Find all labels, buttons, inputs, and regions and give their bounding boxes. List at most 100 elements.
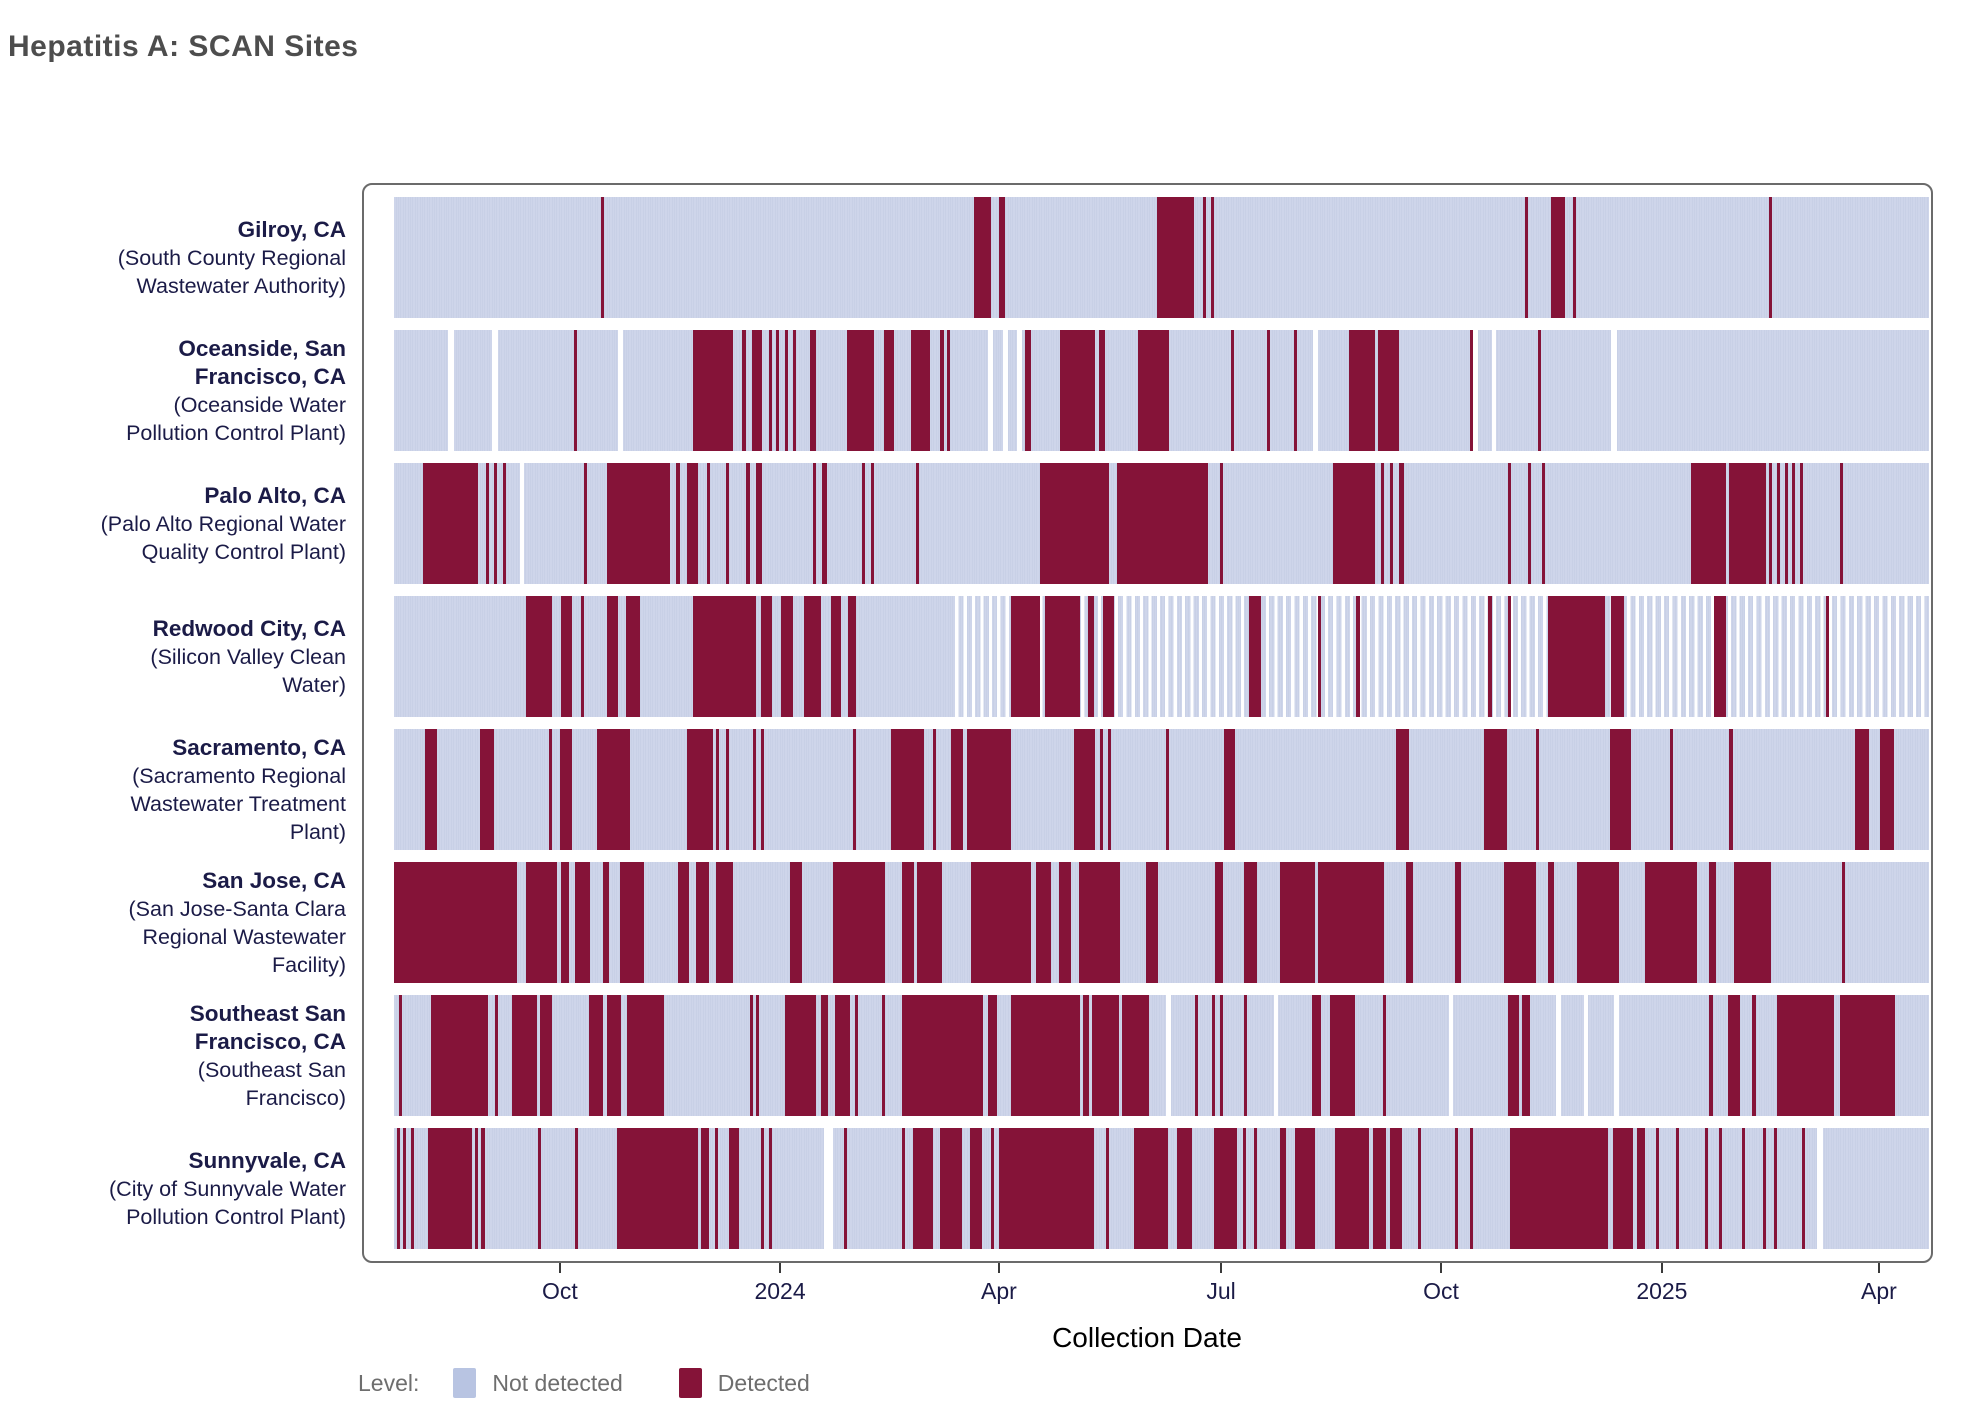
detected-run bbox=[493, 463, 497, 584]
site-label: San Jose, CA (San Jose-Santa Clara Regiona… bbox=[56, 862, 347, 983]
detected-run bbox=[677, 862, 689, 983]
x-axis-tick-label: 2025 bbox=[1636, 1278, 1688, 1304]
detected-run bbox=[1224, 729, 1236, 850]
detected-run bbox=[561, 862, 569, 983]
site-strip bbox=[394, 995, 1929, 1116]
site-label: Sacramento, CA (Sacramento Regional Wastew… bbox=[56, 729, 346, 850]
detected-run bbox=[1551, 197, 1566, 318]
detected-run bbox=[1219, 995, 1223, 1116]
detected-run bbox=[1669, 729, 1673, 850]
site-facility: (Oceanside Water Pollution Control Plant) bbox=[126, 392, 346, 445]
no-data-gap bbox=[492, 330, 499, 451]
detected-run bbox=[693, 596, 757, 717]
detected-run bbox=[833, 862, 886, 983]
detected-run bbox=[707, 463, 711, 584]
detected-run bbox=[1525, 197, 1529, 318]
detected-run bbox=[397, 1128, 401, 1249]
detected-run bbox=[1318, 596, 1322, 717]
detected-run bbox=[1483, 729, 1507, 850]
site-strip bbox=[394, 1128, 1929, 1249]
detected-run bbox=[1121, 995, 1150, 1116]
detected-run bbox=[1691, 463, 1727, 584]
site-facility: (Southeast San Francisco) bbox=[197, 1057, 346, 1110]
detected-run bbox=[991, 1128, 995, 1249]
no-data-gap bbox=[1313, 330, 1319, 451]
detected-run bbox=[1879, 729, 1894, 850]
detected-run bbox=[584, 463, 588, 584]
detected-run bbox=[1528, 463, 1532, 584]
detected-run bbox=[1839, 995, 1896, 1116]
detected-run bbox=[410, 1128, 414, 1249]
detected-run bbox=[932, 729, 936, 850]
detected-run bbox=[912, 1128, 933, 1249]
legend-title: Level: bbox=[358, 1369, 420, 1396]
detected-run bbox=[1503, 862, 1537, 983]
detected-run bbox=[1839, 463, 1844, 584]
detected-run bbox=[790, 862, 803, 983]
detected-run bbox=[1714, 596, 1727, 717]
detected-run bbox=[793, 330, 797, 451]
detected-run bbox=[1508, 463, 1512, 584]
page-title: Hepatitis A: SCAN Sites bbox=[8, 30, 359, 63]
detected-run bbox=[1381, 463, 1385, 584]
detected-run bbox=[1166, 729, 1170, 850]
detected-run bbox=[1087, 596, 1094, 717]
site-strip bbox=[394, 463, 1929, 584]
detected-run bbox=[716, 862, 734, 983]
detected-run bbox=[1508, 596, 1512, 717]
detected-run bbox=[1060, 330, 1096, 451]
detected-run bbox=[1777, 995, 1834, 1116]
detected-run bbox=[785, 995, 817, 1116]
detected-run bbox=[846, 330, 875, 451]
detected-run bbox=[1727, 995, 1741, 1116]
detected-run bbox=[1202, 197, 1206, 318]
detected-run bbox=[1011, 596, 1041, 717]
site-name: Gilroy, CA bbox=[237, 216, 346, 242]
detected-run bbox=[1752, 995, 1756, 1116]
detected-run bbox=[1382, 995, 1386, 1116]
x-axis-tick-label: Apr bbox=[1861, 1278, 1897, 1304]
detected-run bbox=[1040, 463, 1110, 584]
detected-run bbox=[1092, 995, 1119, 1116]
detected-run bbox=[714, 1128, 718, 1249]
detected-run bbox=[1769, 197, 1773, 318]
detected-run bbox=[1098, 330, 1105, 451]
x-axis-tick-label: Oct bbox=[542, 1278, 578, 1304]
detected-run bbox=[1253, 1128, 1257, 1249]
detected-run bbox=[1244, 862, 1257, 983]
detected-run bbox=[751, 330, 763, 451]
detected-run bbox=[479, 729, 494, 850]
detected-run bbox=[1212, 995, 1216, 1116]
detected-run bbox=[768, 1128, 772, 1249]
detected-run bbox=[1295, 1128, 1315, 1249]
detected-run bbox=[475, 1128, 479, 1249]
detected-run bbox=[756, 995, 760, 1116]
detected-run bbox=[1841, 862, 1845, 983]
detected-run bbox=[1763, 1128, 1767, 1249]
detected-run bbox=[1106, 1128, 1110, 1249]
x-axis-tick-mark bbox=[779, 1263, 782, 1273]
detected-run bbox=[1488, 596, 1492, 717]
detected-run bbox=[843, 1128, 847, 1249]
detected-run bbox=[1470, 330, 1474, 451]
site-strip bbox=[394, 596, 1929, 717]
detected-run bbox=[1609, 729, 1632, 850]
detected-run bbox=[607, 596, 619, 717]
detected-run bbox=[1784, 463, 1788, 584]
detected-run bbox=[588, 995, 603, 1116]
detected-run bbox=[512, 995, 537, 1116]
detected-run bbox=[1611, 596, 1624, 717]
site-label: Palo Alto, CA (Palo Alto Regional Water Qu… bbox=[56, 463, 346, 584]
detected-run bbox=[526, 596, 553, 717]
detected-run bbox=[1219, 463, 1223, 584]
detected-run bbox=[716, 729, 720, 850]
detected-run bbox=[1454, 1128, 1458, 1249]
detected-run bbox=[1138, 330, 1170, 451]
detected-run bbox=[696, 862, 709, 983]
detected-run bbox=[1704, 1128, 1708, 1249]
detected-run bbox=[575, 862, 591, 983]
detected-run bbox=[538, 1128, 542, 1249]
detected-run bbox=[573, 330, 577, 451]
detected-run bbox=[831, 596, 841, 717]
site-facility: (South County Regional Wastewater Authori… bbox=[117, 245, 346, 298]
